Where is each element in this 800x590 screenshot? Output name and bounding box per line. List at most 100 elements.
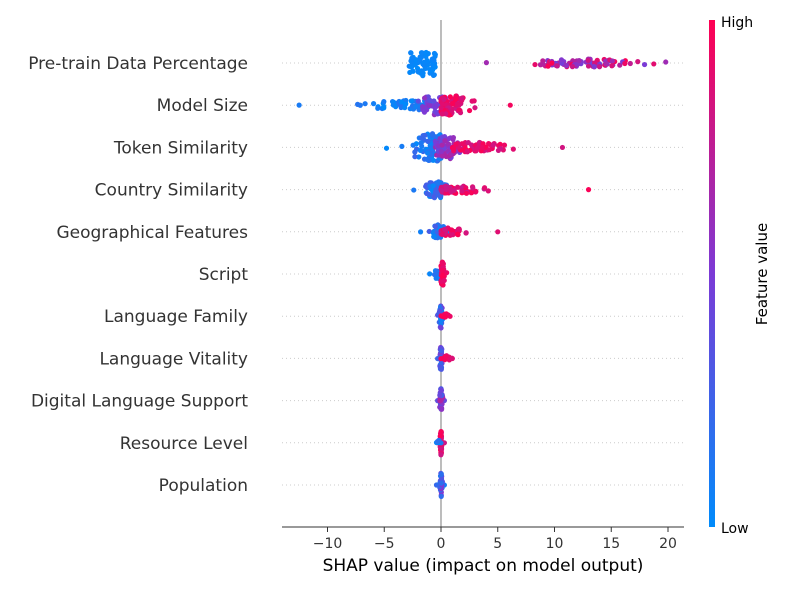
shap-dot — [441, 226, 448, 232]
x-tick-label: −10 — [313, 536, 343, 552]
shap-dot — [431, 98, 437, 104]
shap-dot — [441, 277, 447, 284]
shap-dot — [439, 153, 445, 159]
shap-dot — [434, 438, 441, 445]
shap-dot — [441, 133, 448, 140]
shap-dot — [453, 141, 459, 147]
shap-dot — [603, 61, 609, 67]
feature-label: Language Vitality — [99, 349, 248, 369]
shap-dot — [486, 147, 493, 153]
shap-dot — [454, 101, 460, 108]
shap-dot — [410, 142, 416, 148]
shap-dot — [576, 58, 582, 64]
shap-dot — [441, 96, 447, 102]
shap-dot — [507, 102, 513, 108]
shap-dot — [450, 134, 457, 141]
shap-dot — [438, 366, 444, 372]
shap-dot — [439, 101, 445, 107]
shap-dot — [451, 187, 457, 193]
shap-dot — [383, 145, 390, 151]
shap-dot — [459, 188, 465, 194]
shap-dot — [495, 229, 501, 235]
shap-dot — [585, 57, 591, 64]
shap-dot — [437, 392, 443, 398]
shap-dot — [585, 187, 592, 193]
shap-dot — [449, 355, 455, 361]
shap-dot — [454, 231, 461, 237]
shap-dot — [398, 99, 405, 105]
shap-dot — [430, 183, 436, 189]
shap-dot — [466, 107, 473, 114]
feature-label: Country Similarity — [95, 181, 248, 201]
feature-label: Script — [199, 265, 249, 285]
shap-dot — [416, 154, 422, 160]
colorbar-title: Feature value — [753, 223, 771, 325]
shap-dot — [427, 271, 433, 277]
shap-dot — [381, 99, 387, 105]
shap-dot — [549, 60, 555, 66]
colorbar-gradient — [709, 20, 715, 527]
shap-dot — [421, 59, 427, 65]
shap-dot — [622, 60, 628, 67]
feature-label: Population — [159, 476, 248, 496]
shap-dot — [459, 95, 465, 101]
shap-dot — [473, 188, 479, 194]
shap-dot — [545, 63, 551, 69]
shap-dot — [474, 145, 481, 151]
shap-dot — [426, 191, 432, 198]
shap-dot — [432, 223, 439, 229]
shap-dot — [438, 387, 445, 393]
shap-dot — [355, 101, 361, 107]
shap-dot — [591, 63, 597, 70]
shap-dot — [431, 194, 437, 200]
shap-dot — [440, 267, 446, 273]
shap-dot — [431, 72, 437, 78]
shap-dot — [468, 190, 474, 196]
x-axis: −10 −5 0 5 10 15 20 SHAP value (impact on mode… — [282, 526, 684, 576]
feature-dots — [435, 386, 447, 412]
shap-dot — [635, 59, 641, 65]
shap-dot — [443, 353, 449, 359]
shap-dot — [465, 140, 471, 146]
shap-dot — [411, 187, 417, 193]
shap-dot — [453, 95, 459, 102]
shap-dot — [430, 157, 436, 163]
shap-dot — [609, 63, 615, 69]
feature-label: Language Family — [104, 307, 248, 327]
shap-dot — [438, 148, 444, 155]
shap-dot — [434, 268, 440, 275]
colorbar: High Low Feature value — [709, 15, 771, 537]
shap-dot — [510, 146, 516, 152]
feature-label: Digital Language Support — [31, 392, 248, 412]
shap-dot — [439, 260, 445, 266]
shap-dot — [501, 142, 508, 148]
shap-dot — [651, 61, 657, 67]
shap-dot — [497, 141, 503, 147]
shap-dot — [438, 452, 444, 458]
colorbar-low-label: Low — [721, 521, 749, 537]
shap-dot — [438, 105, 444, 111]
shap-dot — [449, 227, 455, 233]
shap-dot — [417, 147, 424, 153]
shap-dot — [408, 50, 414, 56]
shap-dot — [438, 480, 444, 486]
shap-dot — [438, 476, 445, 482]
shap-dot — [362, 101, 368, 107]
shap-dot — [419, 50, 425, 56]
feature-dots — [435, 344, 455, 372]
shap-dot — [443, 183, 449, 189]
feature-dots — [417, 222, 501, 241]
shap-dot — [597, 64, 603, 70]
shap-dot — [438, 348, 444, 354]
shap-dot — [445, 141, 452, 147]
shap-dot — [479, 144, 485, 150]
shap-dot — [609, 58, 615, 64]
shap-dot — [447, 94, 453, 100]
shap-dot — [481, 185, 488, 191]
shap-dot — [470, 185, 476, 191]
feature-dots — [435, 303, 453, 331]
shap-dot — [569, 64, 576, 70]
shap-dot — [439, 142, 445, 148]
shap-dot — [423, 49, 429, 56]
